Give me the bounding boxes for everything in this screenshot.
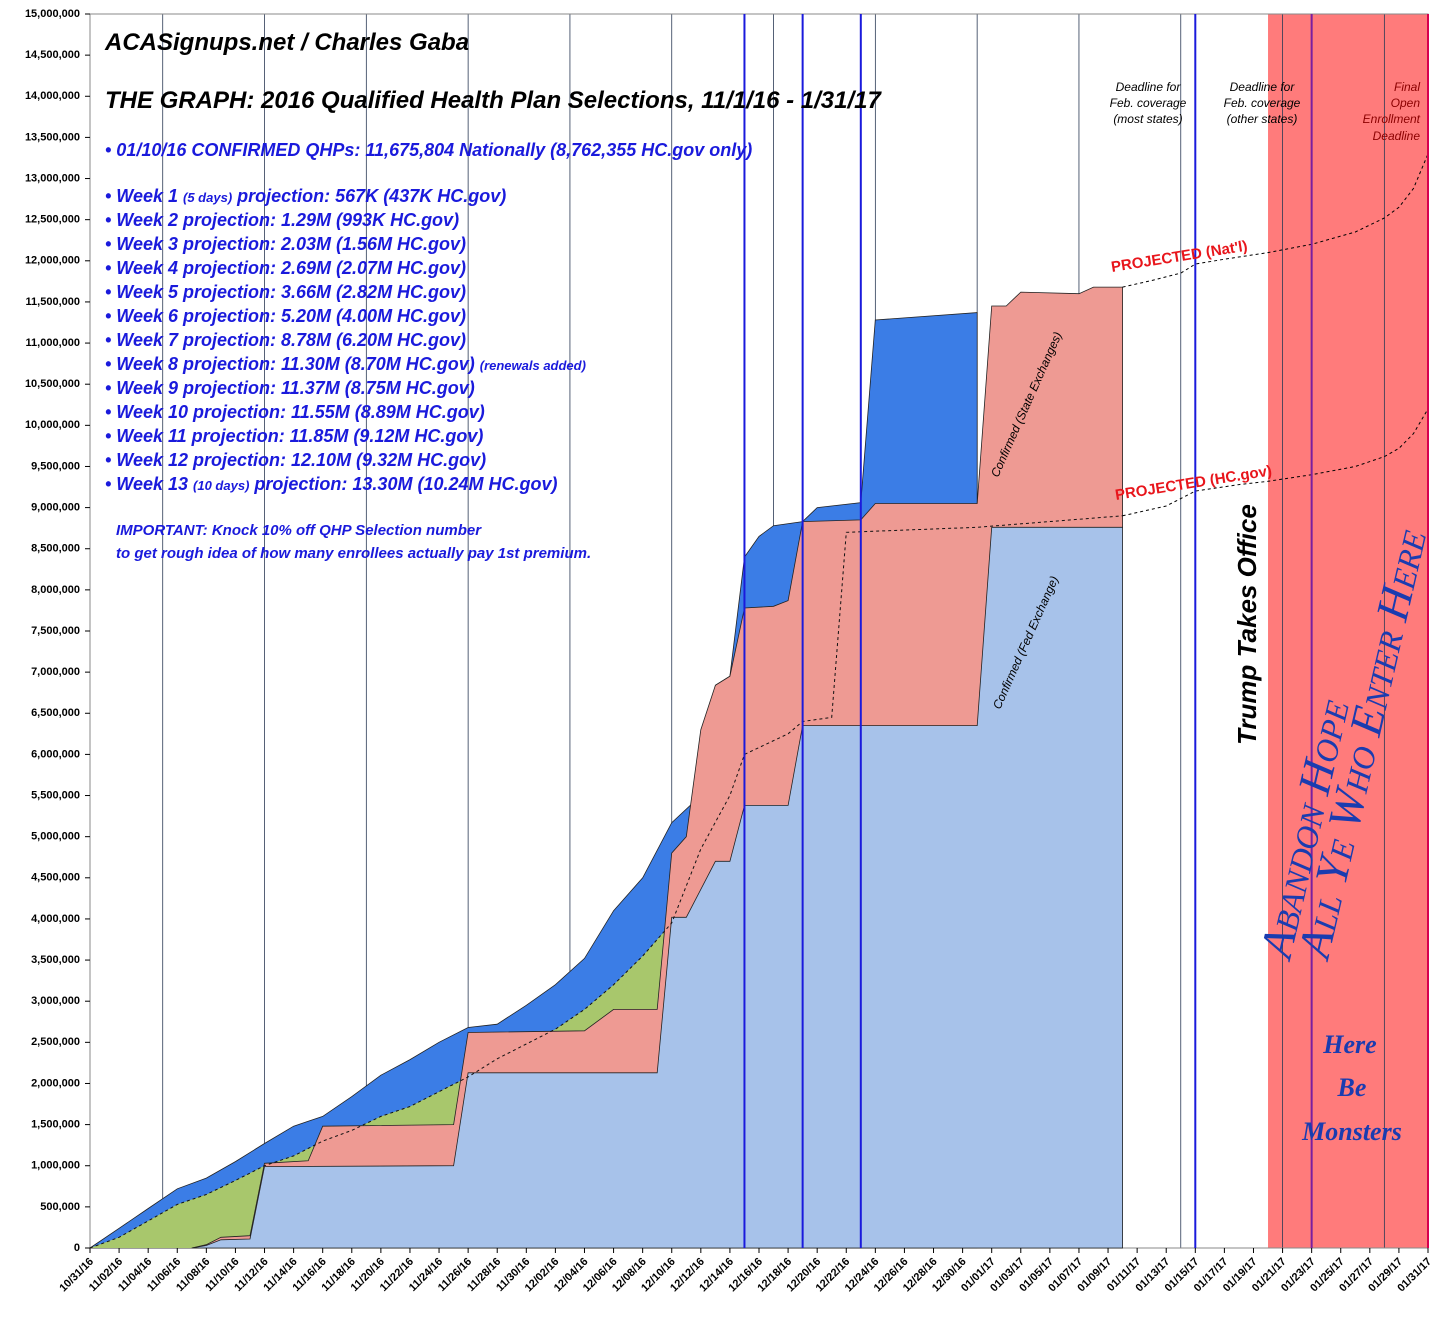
y-tick-label: 1,500,000	[31, 1119, 80, 1131]
y-tick-label: 12,500,000	[25, 214, 80, 226]
note-line: • Week 3 projection: 2.03M (1.56M HC.gov…	[105, 234, 466, 254]
note-part: projection: 567K (437K HC.gov)	[232, 186, 506, 206]
note-part: • Week 9 projection: 11.37M (8.75M HC.go…	[105, 378, 475, 398]
y-tick-label: 7,500,000	[31, 625, 80, 637]
note-part: • 01/10/16 CONFIRMED QHPs: 11,675,804 Na…	[105, 140, 752, 160]
series-label: PROJECTED (HC.gov)	[1114, 462, 1273, 504]
chart-subtitle: THE GRAPH: 2016 Qualified Health Plan Se…	[105, 87, 883, 114]
deadline-note: Feb. coverage	[1110, 96, 1187, 110]
note-part: • Week 6 projection: 5.20M (4.00M HC.gov…	[105, 306, 466, 326]
note-part: • Week 5 projection: 3.66M (2.82M HC.gov…	[105, 282, 466, 302]
y-tick-label: 6,500,000	[31, 707, 80, 719]
note-part: • Week 1	[105, 186, 183, 206]
note-part: • Week 4 projection: 2.69M (2.07M HC.gov…	[105, 258, 466, 278]
y-tick-label: 11,500,000	[26, 296, 80, 308]
y-tick-label: 2,000,000	[31, 1077, 80, 1089]
note-part: • Week 7 projection: 8.78M (6.20M HC.gov…	[105, 330, 466, 350]
y-tick-label: 9,500,000	[31, 460, 80, 472]
note-line: • Week 9 projection: 11.37M (8.75M HC.go…	[105, 378, 475, 398]
note-line: • Week 13 (10 days) projection: 13.30M (…	[105, 474, 557, 494]
monsters-note: Be	[1337, 1073, 1367, 1102]
note-line: • Week 5 projection: 3.66M (2.82M HC.gov…	[105, 282, 466, 302]
note-line: • 01/10/16 CONFIRMED QHPs: 11,675,804 Na…	[105, 140, 752, 160]
y-tick-label: 4,000,000	[31, 913, 80, 925]
deadline-note: (most states)	[1113, 112, 1182, 126]
note-part: • Week 11 projection: 11.85M (9.12M HC.g…	[105, 426, 483, 446]
y-tick-label: 500,000	[40, 1201, 80, 1213]
projection-line	[1122, 153, 1429, 288]
note-line: • Week 7 projection: 8.78M (6.20M HC.gov…	[105, 330, 466, 350]
y-tick-label: 12,000,000	[25, 255, 80, 267]
note-part: projection: 13.30M (10.24M HC.gov)	[249, 474, 557, 494]
y-tick-label: 13,500,000	[25, 131, 80, 143]
y-tick-label: 5,500,000	[31, 789, 80, 801]
y-tick-label: 4,500,000	[31, 872, 80, 884]
note-line: • Week 8 projection: 11.30M (8.70M HC.go…	[105, 354, 586, 374]
note-part: • Week 3 projection: 2.03M (1.56M HC.gov…	[105, 234, 466, 254]
monsters-note: Monsters	[1301, 1117, 1402, 1146]
final-deadline-note: Open	[1391, 96, 1421, 110]
note-part: (renewals added)	[480, 358, 586, 373]
y-tick-label: 6,000,000	[31, 748, 80, 760]
y-tick-label: 15,000,000	[25, 8, 80, 20]
final-deadline-note: Final	[1394, 80, 1420, 94]
plot-layer	[88, 286, 1124, 1249]
note-line: • Week 6 projection: 5.20M (4.00M HC.gov…	[105, 306, 466, 326]
note-part: • Week 8 projection: 11.30M (8.70M HC.go…	[105, 354, 480, 374]
note-line: • Week 1 (5 days) projection: 567K (437K…	[105, 186, 506, 206]
deadline-note: Feb. coverage	[1224, 96, 1301, 110]
y-tick-label: 11,000,000	[26, 337, 80, 349]
note-line: • Week 11 projection: 11.85M (9.12M HC.g…	[105, 426, 483, 446]
note-part: • Week 12 projection: 12.10M (9.32M HC.g…	[105, 450, 486, 470]
y-tick-label: 9,000,000	[31, 502, 80, 514]
deadline-note: (other states)	[1227, 112, 1298, 126]
y-tick-label: 13,000,000	[25, 172, 80, 184]
y-tick-label: 1,000,000	[31, 1160, 80, 1172]
y-tick-label: 7,000,000	[31, 666, 80, 678]
note-part: (5 days)	[183, 190, 232, 205]
monsters-note: Here	[1322, 1030, 1376, 1059]
note-line: • Week 2 projection: 1.29M (993K HC.gov)	[105, 210, 459, 230]
series-label: PROJECTED (Nat'l)	[1110, 238, 1249, 276]
final-deadline-note: Deadline	[1373, 129, 1421, 143]
note-part: (10 days)	[193, 478, 249, 493]
y-tick-label: 10,000,000	[25, 419, 80, 431]
note-part: • Week 10 projection: 11.55M (8.89M HC.g…	[105, 402, 485, 422]
y-tick-label: 3,000,000	[31, 995, 80, 1007]
notes: • 01/10/16 CONFIRMED QHPs: 11,675,804 Na…	[105, 140, 752, 494]
trump-note: Trump Takes Office	[1232, 504, 1262, 745]
note-line: • Week 12 projection: 12.10M (9.32M HC.g…	[105, 450, 486, 470]
shaded-region	[1268, 14, 1428, 1248]
note-part: • Week 2 projection: 1.29M (993K HC.gov)	[105, 210, 459, 230]
chart-title: ACASignups.net / Charles Gaba	[104, 29, 469, 56]
y-tick-label: 8,500,000	[31, 543, 80, 555]
y-tick-label: 14,500,000	[25, 49, 80, 61]
deadline-note: Deadline for	[1116, 80, 1182, 94]
note-line: • Week 10 projection: 11.55M (8.89M HC.g…	[105, 402, 485, 422]
area	[191, 526, 1124, 1249]
note-line: • Week 4 projection: 2.69M (2.07M HC.gov…	[105, 258, 466, 278]
y-tick-label: 3,500,000	[31, 954, 80, 966]
important-note: to get rough idea of how many enrollees …	[116, 545, 591, 562]
y-tick-label: 10,500,000	[25, 378, 80, 390]
deadline-note: Deadline for	[1230, 80, 1296, 94]
y-tick-label: 14,000,000	[25, 90, 80, 102]
y-tick-label: 2,500,000	[31, 1036, 80, 1048]
note-part: • Week 13	[105, 474, 193, 494]
texts: ACASignups.net / Charles Gaba THE GRAPH:…	[104, 29, 1436, 1146]
y-tick-label: 0	[74, 1242, 80, 1254]
important-note: IMPORTANT: Knock 10% off QHP Selection n…	[116, 522, 482, 539]
final-deadline-note: Enrollment	[1363, 112, 1421, 126]
y-tick-label: 5,000,000	[31, 831, 80, 843]
y-tick-label: 8,000,000	[31, 584, 80, 596]
